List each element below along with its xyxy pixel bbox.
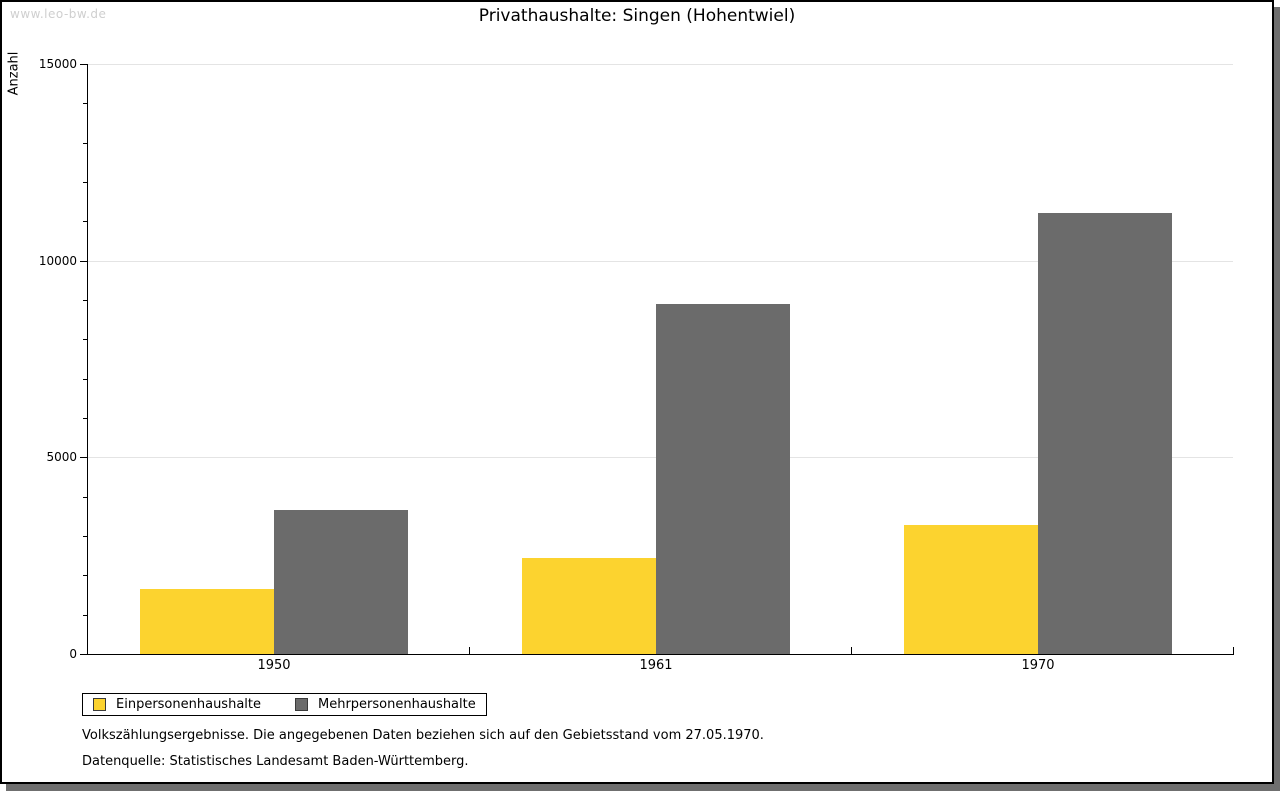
x-tick-label-1950: 1950 [257, 658, 291, 673]
x-boundary-tick [851, 647, 852, 654]
y-minor-tick [83, 182, 87, 183]
legend-swatch-icon [295, 698, 308, 711]
bar-mehrpersonenhaushalte-1970 [1038, 213, 1172, 654]
x-boundary-tick [469, 647, 470, 654]
y-tick-label-5000: 5000 [46, 450, 77, 464]
y-tick-label-10000: 10000 [38, 254, 77, 268]
watermark-leo-bw: www.leo-bw.de [10, 7, 107, 21]
legend-label: Einpersonenhaushalte [116, 697, 261, 712]
y-major-tick [80, 64, 87, 65]
bar-mehrpersonenhaushalte-1950 [274, 510, 408, 654]
y-major-tick [80, 654, 87, 655]
bar-einpersonenhaushalte-1950 [140, 589, 274, 654]
x-boundary-tick [1233, 647, 1234, 654]
x-boundary-tick [87, 647, 88, 654]
y-minor-tick [83, 575, 87, 576]
y-minor-tick [83, 379, 87, 380]
x-axis-line [87, 654, 1234, 655]
y-minor-tick [83, 418, 87, 419]
y-minor-tick [83, 615, 87, 616]
y-tick-label-0: 0 [69, 647, 77, 661]
chart-title: Privathaushalte: Singen (Hohentwiel) [478, 6, 796, 26]
y-minor-tick [83, 103, 87, 104]
gridline-15000 [87, 64, 1233, 65]
legend-label: Mehrpersonenhaushalte [318, 697, 476, 712]
plot-area: 0 5000 10000 15000 1950 1961 1970 [2, 2, 1272, 782]
y-minor-tick [83, 497, 87, 498]
gridline-10000 [87, 261, 1233, 262]
legend-item-einpersonenhaushalte: Einpersonenhaushalte [93, 697, 261, 712]
y-minor-tick [83, 300, 87, 301]
y-minor-tick [83, 339, 87, 340]
y-major-tick [80, 261, 87, 262]
legend-box: Einpersonenhaushalte Mehrpersonenhaushalt… [82, 693, 487, 716]
bar-einpersonenhaushalte-1970 [904, 525, 1038, 654]
y-minor-tick [83, 221, 87, 222]
x-tick-label-1970: 1970 [1021, 658, 1055, 673]
x-tick-label-1961: 1961 [639, 658, 673, 673]
footnote-datenquelle: Datenquelle: Statistisches Landesamt Bad… [82, 754, 469, 769]
y-tick-label-15000: 15000 [38, 57, 77, 71]
bar-einpersonenhaushalte-1961 [522, 558, 656, 654]
y-minor-tick [83, 536, 87, 537]
y-minor-tick [83, 143, 87, 144]
legend-item-mehrpersonenhaushalte: Mehrpersonenhaushalte [295, 697, 476, 712]
y-axis-line [87, 64, 88, 655]
legend-swatch-icon [93, 698, 106, 711]
y-major-tick [80, 457, 87, 458]
bar-mehrpersonenhaushalte-1961 [656, 304, 790, 654]
footnote-gebietsstand: Volkszählungsergebnisse. Die angegebenen… [82, 728, 764, 743]
